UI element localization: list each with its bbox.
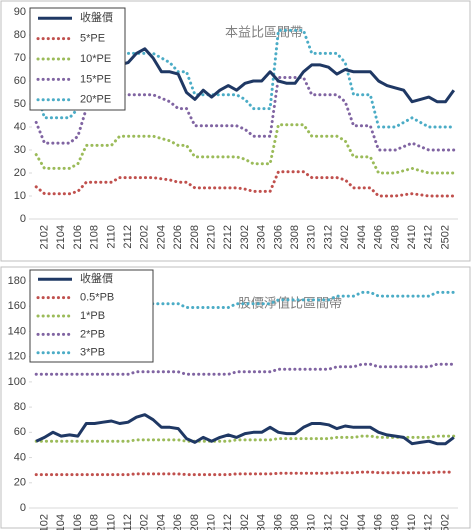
- legend-label: 10*PE: [80, 53, 111, 65]
- x-tick-label: 2412: [423, 514, 435, 530]
- y-tick-label: 120: [8, 351, 26, 363]
- y-tick-label: 60: [14, 426, 26, 438]
- legend-box: [29, 7, 126, 111]
- x-tick-label: 2302: [239, 514, 251, 530]
- x-tick-label: 2404: [356, 514, 368, 530]
- y-tick-label: 80: [14, 29, 26, 41]
- x-tick-label: 2410: [406, 514, 418, 530]
- y-tick-label: 80: [14, 401, 26, 413]
- x-tick-label: 2106: [72, 225, 84, 249]
- legend-label: 2*PB: [80, 328, 105, 340]
- x-tick-label: 2306: [272, 225, 284, 249]
- y-tick-label: 180: [8, 275, 26, 287]
- series-line: [34, 123, 456, 175]
- x-tick-label: 2406: [373, 225, 385, 249]
- x-tick-label: 2108: [89, 225, 101, 249]
- y-tick-label: 50: [14, 98, 26, 110]
- x-tick-label: 2308: [289, 225, 301, 249]
- x-tick-label: 2302: [239, 225, 251, 249]
- legend-label: 收盤價: [80, 271, 113, 285]
- x-tick-label: 2404: [356, 225, 368, 249]
- chart-title: 股價淨值比區間帶: [238, 295, 342, 310]
- y-tick-label: 160: [8, 300, 26, 312]
- x-tick-label: 2102: [38, 514, 50, 530]
- y-tick-label: 100: [8, 376, 26, 388]
- x-tick-label: 2102: [38, 225, 50, 249]
- chart-title: 本益比區間帶: [225, 24, 303, 39]
- x-tick-label: 2202: [139, 225, 151, 249]
- x-tick-label: 2310: [306, 225, 318, 249]
- y-tick-label: 70: [14, 52, 26, 64]
- x-tick-label: 2212: [222, 225, 234, 249]
- legend-label: 20*PE: [80, 94, 111, 106]
- y-tick-label: 140: [8, 325, 26, 337]
- x-tick-label: 2306: [272, 514, 284, 530]
- x-tick-label: 2408: [389, 225, 401, 249]
- x-tick-label: 2210: [205, 225, 217, 249]
- x-tick-label: 2110: [105, 514, 117, 530]
- y-tick-label: 30: [14, 144, 26, 156]
- series-line: [34, 470, 456, 477]
- legend-label: 5*PE: [80, 33, 105, 45]
- y-tick-label: 60: [14, 75, 26, 87]
- x-tick-label: 2312: [322, 514, 334, 530]
- y-tick-label: 10: [14, 190, 26, 202]
- x-tick-label: 2208: [189, 514, 201, 530]
- x-tick-label: 2104: [55, 514, 67, 530]
- y-tick-label: 0: [20, 502, 26, 514]
- y-tick-label: 20: [14, 477, 26, 489]
- y-tick-label: 20: [14, 167, 26, 179]
- x-tick-label: 2208: [189, 225, 201, 249]
- x-tick-label: 2310: [306, 514, 318, 530]
- series-line: [34, 362, 456, 376]
- x-tick-label: 2406: [373, 514, 385, 530]
- legend-label: 15*PE: [80, 73, 111, 85]
- y-tick-label: 40: [14, 121, 26, 133]
- x-tick-label: 2312: [322, 225, 334, 249]
- x-tick-label: 2402: [339, 225, 351, 249]
- x-tick-label: 2104: [55, 225, 67, 249]
- x-tick-label: 2408: [389, 514, 401, 530]
- x-tick-label: 2304: [256, 514, 268, 530]
- x-tick-label: 2212: [222, 514, 234, 530]
- legend-label: 0.5*PB: [80, 292, 114, 304]
- series-line: [34, 434, 456, 443]
- x-tick-label: 2308: [289, 514, 301, 530]
- x-tick-label: 2112: [122, 514, 134, 530]
- x-tick-label: 2202: [139, 514, 151, 530]
- x-tick-label: 2502: [439, 514, 451, 530]
- series-line: [35, 413, 455, 446]
- y-tick-label: 90: [14, 6, 26, 18]
- x-tick-label: 2112: [122, 225, 134, 249]
- y-tick-label: 40: [14, 451, 26, 463]
- legend-label: 3*PB: [80, 347, 105, 359]
- x-tick-label: 2304: [256, 225, 268, 249]
- legend-label: 收盤價: [80, 10, 113, 24]
- x-tick-label: 2402: [339, 514, 351, 530]
- x-tick-label: 2412: [423, 225, 435, 249]
- legend-box: [29, 269, 154, 363]
- x-tick-label: 2502: [439, 225, 451, 249]
- x-tick-label: 2206: [172, 514, 184, 530]
- x-tick-label: 2210: [205, 514, 217, 530]
- series-line: [34, 170, 456, 198]
- x-tick-label: 2106: [72, 514, 84, 530]
- x-tick-label: 2206: [172, 225, 184, 249]
- x-tick-label: 2204: [155, 514, 167, 530]
- x-tick-label: 2204: [155, 225, 167, 249]
- legend-label: 1*PB: [80, 310, 105, 322]
- x-tick-label: 2108: [89, 514, 101, 530]
- y-tick-label: 0: [20, 213, 26, 225]
- x-tick-label: 2110: [105, 225, 117, 249]
- x-tick-label: 2410: [406, 225, 418, 249]
